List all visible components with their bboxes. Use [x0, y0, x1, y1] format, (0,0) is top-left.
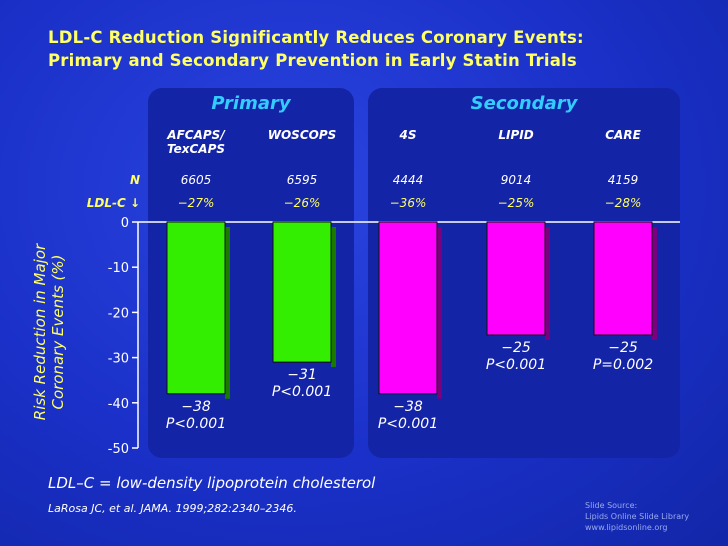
bar-value-label: −31	[287, 367, 317, 383]
bar-p-value-label: P<0.001	[166, 416, 226, 432]
bar-value-label: −25	[608, 340, 638, 356]
trial-name-lipid: LIPID	[498, 128, 534, 142]
citation: LaRosa JC, et al. JAMA. 1999;282:2340–23…	[48, 502, 297, 515]
bar-p-value-label: P<0.001	[272, 384, 332, 400]
y-tick-label: 0	[121, 216, 129, 231]
primary-group-label: Primary	[211, 93, 291, 114]
bar-side	[331, 227, 336, 368]
n-value-4s: 4444	[392, 173, 424, 187]
ldl-value-lipid: −25%	[497, 196, 535, 210]
source-line-2: Lipids Online Slide Library	[585, 512, 690, 521]
n-value-care: 4159	[607, 173, 639, 187]
bar-value-label: −38	[393, 399, 423, 415]
trial-name-afcaps: AFCAPS/ TexCAPS	[166, 128, 226, 156]
n-value-woscops: 6595	[286, 173, 318, 187]
n-row-label: N	[129, 173, 140, 187]
title-line-1: LDL-C Reduction Significantly Reduces Co…	[48, 28, 584, 47]
bar-value-label: −38	[181, 399, 211, 415]
slide-title: LDL-C Reduction Significantly Reduces Co…	[48, 26, 584, 72]
bar-side	[225, 227, 230, 399]
bar-p-value-label: P<0.001	[378, 416, 438, 432]
y-tick-label: -30	[108, 352, 129, 367]
source-line-1: Slide Source:	[585, 501, 638, 510]
footnote: LDL–C = low-density lipoprotein choleste…	[48, 474, 376, 492]
slide-source: Slide Source: Lipids Online Slide Librar…	[585, 500, 689, 533]
trial-name-4s: 4S	[399, 128, 417, 142]
y-tick-label: -50	[108, 442, 129, 457]
bar	[378, 221, 438, 395]
n-value-afcaps: 6605	[180, 173, 212, 187]
ldl-value-woscops: −26%	[283, 196, 321, 210]
ldl-value-4s: −36%	[389, 196, 427, 210]
bar-value-label: −25	[501, 340, 531, 356]
bar-p-value-label: P<0.001	[486, 357, 546, 373]
bar-p-value-label: P=0.002	[593, 357, 653, 373]
bar-side	[437, 227, 442, 399]
y-tick-label: -40	[108, 397, 129, 412]
trial-name-care: CARE	[605, 128, 641, 142]
bar	[166, 221, 226, 395]
n-value-lipid: 9014	[500, 173, 532, 187]
ldl-value-care: −28%	[604, 196, 642, 210]
trial-name-woscops: WOSCOPS	[267, 128, 337, 142]
ldl-row-label: LDL-C ↓	[86, 196, 140, 210]
bar	[486, 221, 546, 336]
bar-side	[652, 227, 657, 340]
secondary-group-label: Secondary	[470, 93, 578, 114]
ldl-value-afcaps: −27%	[177, 196, 215, 210]
bar-side	[545, 227, 550, 340]
y-tick-label: -10	[108, 261, 129, 276]
source-line-3: www.lipidsonline.org	[585, 523, 668, 532]
title-line-2: Primary and Secondary Prevention in Earl…	[48, 51, 577, 70]
bar	[593, 221, 653, 336]
y-tick-label: -20	[108, 306, 129, 321]
bar	[272, 221, 332, 363]
